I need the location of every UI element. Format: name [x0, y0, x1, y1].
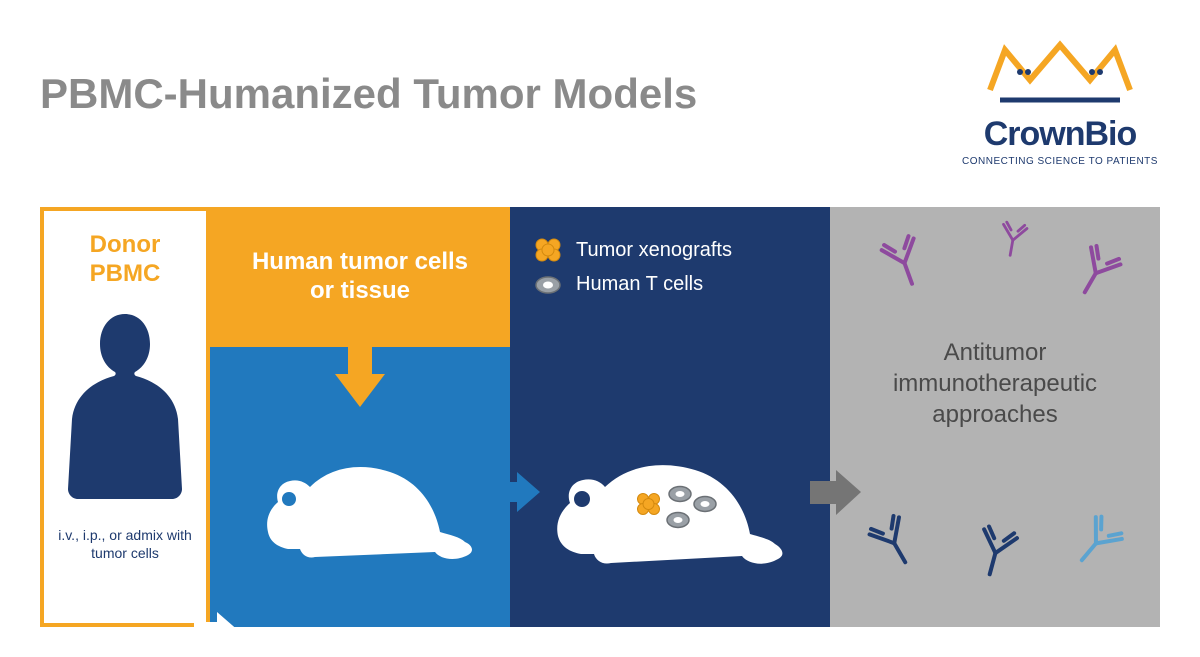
legend-tumor: Tumor xenografts — [530, 237, 810, 263]
antibody-icon — [964, 521, 1027, 587]
legend-tcells-label: Human T cells — [576, 273, 703, 296]
arrow-right-icon — [192, 607, 242, 657]
panel-antitumor: Antitumor immunotherapeutic approaches — [830, 207, 1160, 627]
antibody-icon — [860, 508, 931, 581]
page-title: PBMC-Humanized Tumor Models — [40, 70, 697, 118]
arrow-right-icon — [492, 467, 542, 517]
arrow-down-icon — [330, 339, 390, 409]
human-torso-icon — [60, 309, 190, 509]
process-diagram: Donor PBMC i.v., i.p., or admix with tum… — [40, 207, 1160, 627]
logo-name: CrownBio — [960, 115, 1160, 154]
crown-icon — [970, 30, 1150, 110]
arrow-right-icon — [808, 465, 863, 520]
tcell-icon — [530, 275, 566, 295]
antibody-icon — [872, 230, 938, 299]
logo: CrownBio CONNECTING SCIENCE TO PATIENTS — [960, 30, 1160, 167]
legend: Tumor xenografts Human T cells — [530, 237, 810, 296]
panel2-header: Human tumor cells or tissue — [210, 207, 510, 347]
panel1-title: Donor PBMC — [56, 231, 194, 289]
legend-tcells: Human T cells — [530, 273, 810, 296]
panel-donor-pbmc: Donor PBMC i.v., i.p., or admix with tum… — [40, 207, 210, 627]
legend-tumor-label: Tumor xenografts — [576, 239, 732, 262]
panel1-caption: i.v., i.p., or admix with tumor cells — [56, 526, 194, 562]
logo-tagline: CONNECTING SCIENCE TO PATIENTS — [960, 156, 1160, 167]
panel4-text: Antitumor immunotherapeutic approaches — [850, 337, 1140, 431]
mouse-with-cells-icon — [550, 432, 790, 572]
tumor-cluster-icon — [530, 237, 566, 263]
antibody-icon — [1060, 238, 1131, 311]
panel2-title: Human tumor cells or tissue — [240, 248, 480, 306]
header: PBMC-Humanized Tumor Models CrownBio CON… — [0, 0, 1200, 187]
panel-xenograft: Tumor xenografts Human T cells — [510, 207, 830, 627]
antibody-icon — [992, 219, 1033, 264]
mouse-icon — [260, 437, 480, 567]
panel2-body — [210, 347, 510, 627]
antibody-icon — [1058, 507, 1132, 581]
panel-tumor-cells: Human tumor cells or tissue — [210, 207, 510, 627]
